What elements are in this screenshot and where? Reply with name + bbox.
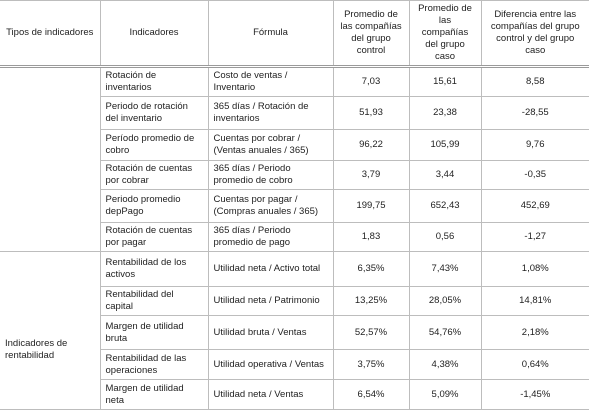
value: 9,76 — [480, 129, 589, 161]
table-row: Período promedio de cobro Cuentas por cob… — [0, 129, 589, 161]
value: 3,79 — [332, 160, 410, 190]
value: 1,83 — [332, 222, 410, 252]
value: 0,56 — [408, 222, 482, 252]
indicator: Rentabilidad de las operaciones — [100, 349, 209, 380]
column-header: Indicadores — [99, 0, 209, 68]
value: 14,81% — [480, 286, 589, 316]
formula: Cuentas por cobrar / (Ventas anuales / 3… — [207, 129, 334, 161]
value: -0,35 — [480, 160, 589, 190]
column-header: Diferencia entre las compañías del grupo… — [480, 0, 589, 68]
value: 1,08% — [480, 251, 589, 287]
value: 4,38% — [408, 349, 482, 380]
formula: Utilidad bruta / Ventas — [207, 315, 334, 350]
value: 54,76% — [408, 315, 482, 350]
formula: Cuentas por pagar / (Compras anuales / 3… — [207, 189, 334, 223]
value: 6,35% — [332, 251, 410, 287]
value: 199,75 — [332, 189, 410, 223]
formula: 365 días / Rotación de inventarios — [207, 96, 334, 130]
group-cell — [0, 66, 101, 252]
table-row: Rotación de inventarios Costo de ventas /… — [0, 66, 589, 252]
column-header: Promedio de las compañías del grupo caso — [408, 0, 482, 68]
indicator: Período promedio de cobro — [100, 129, 209, 161]
column-header: Fórmula — [207, 0, 334, 68]
value: 3,75% — [332, 349, 410, 380]
group-label: Indicadores de rentabilidad — [0, 251, 101, 410]
table-row: Rotación de cuentas por cobrar 365 días /… — [0, 160, 589, 190]
formula: 365 días / Periodo promedio de cobro — [207, 160, 334, 190]
indicator: Margen de utilidad neta — [100, 379, 209, 410]
value: -1,27 — [480, 222, 589, 252]
indicator: Rentabilidad del capital — [100, 286, 209, 316]
indicator: Rotación de cuentas por pagar — [100, 222, 209, 252]
indicator: Rentabilidad de los activos — [99, 251, 209, 287]
value: 8,58 — [480, 66, 589, 97]
formula: 365 días / Periodo promedio de pago — [207, 222, 334, 252]
table-header: Tipos de indicadores Indicadores Fórmula Pr… — [0, 0, 589, 68]
value: -1,45% — [480, 379, 589, 410]
value: -28,55 — [480, 96, 589, 130]
formula: Costo de ventas / Inventario — [207, 66, 334, 97]
value: 23,38 — [408, 96, 482, 130]
value: 13,25% — [332, 286, 410, 316]
table-row: Indicadores de rentabilidad Rentabilidad … — [0, 251, 589, 410]
value: 15,61 — [408, 66, 482, 97]
value: 28,05% — [408, 286, 482, 316]
table-row: Margen de utilidad bruta Utilidad bruta /… — [0, 315, 589, 350]
table-row: Rentabilidad del capital Utilidad neta / … — [0, 286, 589, 316]
indicator: Rotación de cuentas por cobrar — [100, 160, 209, 190]
value: 96,22 — [332, 129, 410, 161]
value: 0,64% — [480, 349, 589, 380]
table-row: Periodo de rotación del inventario 365 dí… — [0, 96, 589, 130]
value: 52,57% — [332, 315, 410, 350]
value: 652,43 — [408, 189, 482, 223]
table-row: Periodo promedio depPago Cuentas por paga… — [0, 189, 589, 223]
value: 2,18% — [480, 315, 589, 350]
formula: Utilidad neta / Patrimonio — [207, 286, 334, 316]
indicator: Periodo de rotación del inventario — [100, 96, 209, 130]
value: 3,44 — [408, 160, 482, 190]
header-row: Tipos de indicadores Indicadores Fórmula Pr… — [0, 0, 589, 68]
indicator: Margen de utilidad bruta — [100, 315, 209, 350]
indicator: Periodo promedio depPago — [100, 189, 209, 223]
formula: Utilidad neta / Ventas — [207, 379, 334, 410]
value: 6,54% — [332, 379, 410, 410]
column-header: Tipos de indicadores — [0, 0, 101, 68]
table-body: Rotación de inventarios Costo de ventas /… — [0, 66, 589, 410]
value: 7,43% — [408, 251, 482, 287]
formula: Utilidad neta / Activo total — [207, 251, 334, 287]
value: 5,09% — [408, 379, 482, 410]
value: 51,93 — [332, 96, 410, 130]
formula: Utilidad operativa / Ventas — [207, 349, 334, 380]
table-row: Rotación de cuentas por pagar 365 días / … — [0, 222, 589, 252]
value: 7,03 — [332, 66, 410, 97]
column-header: Promedio de las compañías del grupo cont… — [332, 0, 410, 68]
indicator: Rotación de inventarios — [99, 66, 209, 97]
value: 452,69 — [480, 189, 589, 223]
value: 105,99 — [408, 129, 482, 161]
